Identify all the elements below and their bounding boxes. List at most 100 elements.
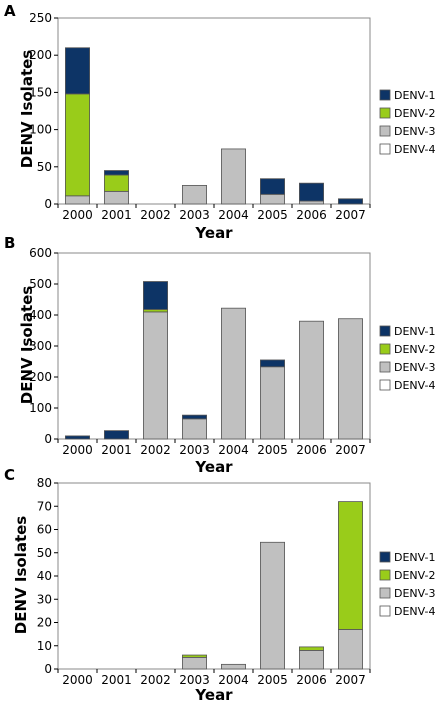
legend-label: DENV-3 [394,361,436,374]
legend-swatch [379,605,391,617]
x-tick-label: 2003 [179,208,210,222]
bar-denv-3-2004 [221,148,246,205]
y-tick-label: 100 [29,401,52,415]
bar-denv-1-2005 [260,178,285,195]
y-axis-label: DENV Isolates [18,286,36,405]
x-tick-label: 2004 [218,443,249,457]
bar-denv-3-2004 [221,663,246,670]
legend-swatch [379,379,391,391]
x-axis: 2000 2001 2002 2003 2004 2005 2006 2007 [57,204,371,222]
y-tick-label: 0 [44,432,52,446]
legend-label: DENV-3 [394,587,436,600]
x-tick-label: 2006 [296,673,327,687]
legend: DENV-1 DENV-2 DENV-3 DENV-4 [379,89,436,156]
legend: DENV-1 DENV-2 DENV-3 DENV-4 [379,325,436,392]
legend-swatch [379,325,391,337]
bar-denv-3-2003 [182,184,207,205]
bar-denv-1-2002 [143,281,168,310]
x-tick-label: 2007 [335,208,366,222]
x-axis: 2000 2001 2002 2003 2004 2005 2006 2007 [57,439,371,457]
bar-denv-1-2005 [260,359,285,368]
x-tick-label: 2000 [62,208,93,222]
x-tick-label: 2006 [296,443,327,457]
bar-denv-1-2001 [104,430,129,440]
legend-label: DENV-2 [394,107,436,120]
y-axis: 0 10 20 30 40 50 60 70 80 [37,476,58,676]
x-tick-label: 2004 [218,208,249,222]
bar-denv-3-2007 [338,629,363,670]
bar-denv-1-2000 [65,47,90,95]
bar-denv-3-2004 [221,307,246,440]
legend-label: DENV-4 [394,143,436,156]
legend-label: DENV-3 [394,125,436,138]
y-tick-label: 200 [29,48,52,62]
x-tick-label: 2001 [101,443,132,457]
legend-label: DENV-1 [394,89,436,102]
y-tick-label: 250 [29,11,52,25]
y-axis: 0 50 100 150 200 250 [29,11,58,211]
y-tick-label: 80 [37,476,52,490]
x-tick-label: 2001 [101,208,132,222]
y-tick-label: 60 [37,523,52,537]
bar-denv-3-2006 [299,650,324,670]
bars [65,281,363,440]
panel-letter: A [4,2,16,20]
legend-swatch [379,551,391,563]
panel-letter: C [4,466,15,484]
y-tick-label: 20 [37,616,52,630]
y-tick-label: 200 [29,370,52,384]
bar-denv-2-2006 [299,646,324,651]
bar-denv-2-2007 [338,501,363,630]
legend-swatch [379,361,391,373]
y-tick-label: 30 [37,592,52,606]
legend-swatch [379,569,391,581]
y-tick-label: 10 [37,639,52,653]
bar-denv-3-2005 [260,366,285,440]
y-tick-label: 150 [29,85,52,99]
legend-swatch [379,125,391,137]
bar-denv-3-2002 [143,311,168,440]
panel-letter: B [4,234,15,252]
x-axis-label: Year [194,686,233,704]
x-tick-label: 2005 [257,443,288,457]
bar-denv-3-2005 [260,541,285,670]
y-axis-label: DENV Isolates [18,50,36,169]
bar-denv-3-2000 [65,195,90,205]
y-tick-label: 300 [29,339,52,353]
bar-denv-3-2001 [104,190,129,205]
y-tick-label: 40 [37,569,52,583]
x-tick-label: 2004 [218,673,249,687]
y-tick-label: 500 [29,277,52,291]
x-tick-label: 2005 [257,208,288,222]
bar-denv-3-2005 [260,193,285,205]
y-tick-label: 0 [44,662,52,676]
y-tick-label: 400 [29,308,52,322]
legend-swatch [379,587,391,599]
x-tick-label: 2005 [257,673,288,687]
bar-denv-1-2000 [65,435,90,440]
panel-b: B DENV Isolates 0 100 200 300 400 500 600 2000… [4,234,436,476]
x-tick-label: 2000 [62,443,93,457]
x-tick-label: 2000 [62,673,93,687]
bar-denv-3-2003 [182,418,207,440]
bar-denv-3-2006 [299,200,324,205]
bars [182,501,363,670]
legend-label: DENV-1 [394,551,436,564]
bar-denv-1-2001 [104,170,129,176]
legend-swatch [379,343,391,355]
y-tick-label: 50 [37,546,52,560]
legend-label: DENV-2 [394,569,436,582]
y-tick-label: 600 [29,246,52,260]
legend-label: DENV-4 [394,605,436,618]
x-tick-label: 2002 [140,208,171,222]
y-axis-label: DENV Isolates [12,516,30,635]
x-tick-label: 2002 [140,673,171,687]
y-tick-label: 0 [44,197,52,211]
legend-label: DENV-2 [394,343,436,356]
bar-denv-2-2000 [65,93,90,197]
y-tick-label: 70 [37,499,52,513]
legend-swatch [379,89,391,101]
legend: DENV-1 DENV-2 DENV-3 DENV-4 [379,551,436,618]
y-axis: 0 100 200 300 400 500 600 [29,246,58,446]
